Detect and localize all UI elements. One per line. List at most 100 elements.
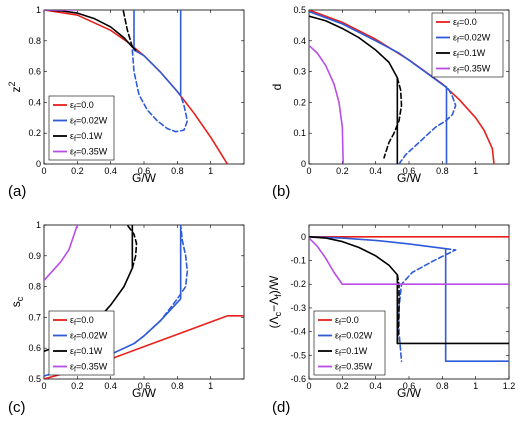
x-tick-label: 0.2	[71, 381, 84, 391]
y-tick-label: 0.4	[293, 36, 306, 46]
panel-label: (d)	[272, 399, 290, 416]
y-tick-label: 0.5	[28, 374, 41, 384]
y-tick-label: 0	[301, 159, 306, 169]
y-tick-label: 1	[36, 220, 41, 230]
series-line-black-dashed	[396, 273, 400, 345]
series-line-blue-dashed	[133, 225, 189, 345]
x-axis-label: G/W	[397, 386, 422, 400]
y-tick-label: 0.2	[28, 128, 41, 138]
y-tick-label: 0.8	[28, 36, 41, 46]
x-tick-label: 1.2	[503, 381, 516, 391]
legend-label: εf=0.1W	[335, 346, 368, 358]
x-tick-label: 0	[41, 166, 46, 176]
series-line-blue-dashed	[398, 86, 457, 164]
x-tick-label: 1	[208, 381, 213, 391]
x-axis-label: G/W	[132, 386, 157, 400]
x-tick-label: 0.6	[138, 166, 151, 176]
x-tick-label: 0.4	[369, 166, 382, 176]
legend-box	[313, 310, 386, 376]
series-line-black-solid	[309, 15, 399, 164]
legend-label: εf=0.02W	[70, 331, 108, 343]
series-line-magenta-solid	[309, 44, 344, 164]
y-tick-label: -0.2	[290, 279, 306, 289]
legend-box	[431, 12, 504, 78]
x-tick-label: 0.2	[336, 166, 349, 176]
series-line-black-solid	[44, 10, 137, 51]
series-line-blue-dashed	[131, 49, 189, 133]
y-tick-label: 0.8	[28, 282, 41, 292]
y-tick-label: -0.5	[290, 350, 306, 360]
x-tick-label: 0.8	[171, 166, 184, 176]
x-tick-label: 0.8	[436, 166, 449, 176]
legend: εf=0.0 εf=0.02W εf=0.1W εf=0.35W	[48, 95, 115, 161]
legend: εf=0.0 εf=0.02W εf=0.1W εf=0.35W	[313, 310, 386, 376]
series-line-black-dashed	[383, 76, 403, 159]
x-tick-label: 1	[473, 166, 478, 176]
y-tick-label: -0.4	[290, 327, 306, 337]
legend: εf=0.0 εf=0.02W εf=0.1W εf=0.35W	[48, 310, 115, 376]
x-tick-label: 0	[306, 381, 311, 391]
x-tick-label: 0.4	[104, 381, 117, 391]
legend-box	[48, 95, 115, 161]
y-tick-label: 0.3	[293, 67, 306, 77]
series-line-magenta-solid	[309, 237, 509, 286]
y-tick-label: -0.6	[290, 374, 306, 384]
x-tick-label: 0.8	[171, 381, 184, 391]
legend-label: εf=0.35W	[453, 64, 491, 76]
legend-label: εf=0.35W	[70, 362, 108, 374]
y-axis-label: z2	[7, 81, 23, 92]
y-tick-label: 0.6	[28, 343, 41, 353]
x-tick-label: 1	[208, 166, 213, 176]
y-axis-label: (Λc−Λf)/W	[267, 275, 283, 328]
series-group	[44, 10, 229, 164]
series-line-black-solid	[309, 236, 509, 345]
series-line-magenta-solid	[44, 225, 79, 282]
legend-label: εf=0.02W	[453, 33, 491, 45]
legend-label: εf=0.35W	[335, 362, 373, 374]
y-tick-label: 0.6	[28, 67, 41, 77]
x-tick-label: 0.8	[436, 381, 449, 391]
y-tick-label: 0.9	[28, 251, 41, 261]
x-tick-label: 0	[306, 166, 311, 176]
legend-label: εf=0.02W	[70, 116, 108, 128]
y-tick-label: 0.4	[28, 97, 41, 107]
legend-label: εf=0.0	[70, 315, 94, 327]
legend-label: εf=0.0	[70, 100, 94, 112]
legend-label: εf=0.0	[453, 17, 477, 29]
x-tick-label: 0.4	[104, 166, 117, 176]
panel-label: (b)	[272, 183, 290, 200]
panel-0: 0 0.2 0.4 0.6 0.8 1 0 0.2 0.4 0.6 0.8 1 G/W z2 (a) εf=0…	[7, 5, 245, 200]
panel-1: 0 0.2 0.4 0.6 0.8 1 0 0.1 0.2 0.3 0.4 0.5 G/W d (b) εf=…	[270, 5, 510, 200]
x-tick-label: 0	[41, 381, 46, 391]
x-tick-label: 0.6	[403, 381, 416, 391]
series-line-black-dashed	[126, 225, 138, 269]
panel-3: 0 0.2 0.4 0.6 0.8 1 1.2 -0.6 -0.5 -0.4 -0.3 -0.2 -0.…	[267, 224, 516, 416]
y-axis-label: sc	[9, 296, 25, 307]
x-tick-label: 0.2	[336, 381, 349, 391]
legend-label: εf=0.02W	[335, 331, 373, 343]
series-line-blue-solid	[309, 10, 448, 164]
legend-box	[48, 310, 115, 376]
legend-label: εf=0.0	[335, 315, 359, 327]
series-line-blue-solid	[309, 236, 509, 363]
series-group	[309, 10, 495, 164]
y-tick-label: 0.1	[293, 128, 306, 138]
x-tick-label: 0.4	[369, 381, 382, 391]
legend-label: εf=0.1W	[70, 131, 103, 143]
y-tick-label: 0	[301, 232, 306, 242]
y-tick-label: 0.7	[28, 312, 41, 322]
x-tick-label: 0.2	[71, 166, 84, 176]
series-line-blue-solid	[133, 10, 182, 97]
legend-label: εf=0.35W	[70, 147, 108, 159]
x-tick-label: 0.6	[138, 381, 151, 391]
y-tick-label: 0.5	[293, 5, 306, 15]
panel-label: (a)	[8, 183, 26, 200]
series-line-blue-dashed	[398, 247, 457, 363]
y-tick-label: 0.2	[293, 97, 306, 107]
series-group	[309, 236, 509, 363]
y-tick-label: -0.3	[290, 303, 306, 313]
series-line-black-dashed	[122, 10, 134, 48]
legend: εf=0.0 εf=0.02W εf=0.1W εf=0.35W	[431, 12, 504, 78]
y-axis-label: d	[270, 84, 284, 91]
